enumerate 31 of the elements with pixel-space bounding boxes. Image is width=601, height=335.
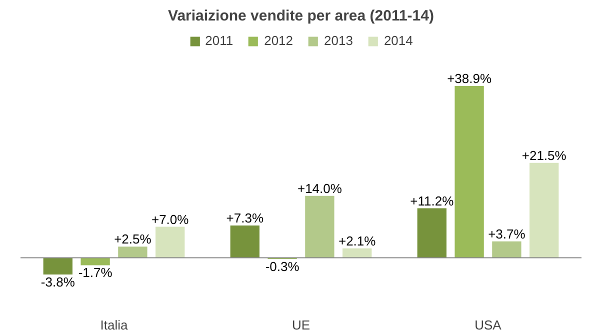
data-label: -3.8% <box>40 274 76 290</box>
data-label: +14.0% <box>297 180 342 196</box>
bar <box>530 162 559 258</box>
data-label: +7.0% <box>151 212 190 227</box>
data-label: +38.9% <box>447 71 492 86</box>
x-tick-label: UE <box>292 318 310 332</box>
data-label: -0.3% <box>265 259 300 274</box>
bar <box>43 258 72 274</box>
bar <box>305 196 334 258</box>
bar <box>417 208 446 258</box>
bar <box>118 246 148 258</box>
data-label: -1.7% <box>78 265 113 280</box>
bar <box>230 225 260 258</box>
x-tick-label: USA <box>474 318 502 332</box>
data-label: +11.2% <box>410 193 454 208</box>
bar <box>342 248 372 258</box>
bar <box>454 86 484 258</box>
data-label: +3.7% <box>488 226 526 242</box>
data-label: +7.3% <box>226 210 264 226</box>
bar <box>80 258 110 266</box>
legend-label: 2014 <box>384 33 413 48</box>
x-tick-label: Italia <box>100 318 128 332</box>
bar <box>492 241 522 258</box>
data-label: +21.5% <box>522 148 567 163</box>
bar <box>156 226 185 258</box>
legend-label: 2013 <box>324 33 353 48</box>
chart-title: Variaizione vendite per area (2011-14) <box>168 8 434 24</box>
data-label: +2.5% <box>114 232 152 247</box>
legend-label: 2011 <box>205 33 234 48</box>
data-label: +2.1% <box>338 233 376 248</box>
legend-label: 2012 <box>264 33 294 48</box>
